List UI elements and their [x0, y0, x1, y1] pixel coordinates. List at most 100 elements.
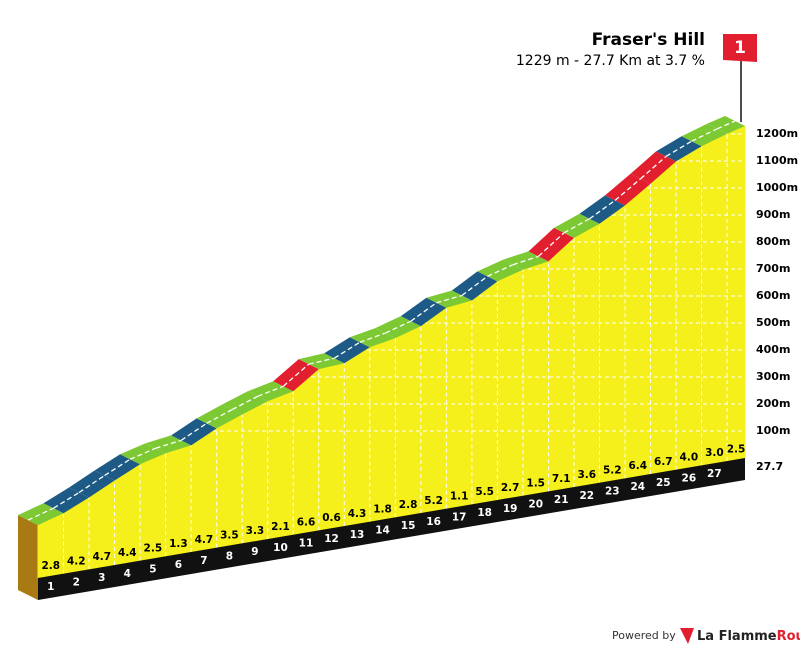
gradient-label: 0.6 [322, 512, 341, 524]
ribbon-dash [359, 332, 386, 343]
ribbon-dash [563, 218, 590, 234]
y-tick-label: 200m [756, 397, 790, 410]
ribbon-dash [512, 255, 539, 266]
gradient-ribbon [69, 470, 115, 498]
km-label: 13 [350, 529, 365, 541]
profile-face [18, 125, 746, 600]
ribbon-dash [129, 447, 156, 460]
profile-segment [675, 145, 703, 471]
ribbon-dash [27, 507, 54, 521]
chart-subtitle: 1229 m - 27.7 Km at 3.7 % [516, 53, 705, 69]
gradient-label: 4.4 [118, 547, 137, 559]
gradient-ribbon [426, 290, 472, 308]
km-label: 14 [375, 525, 390, 537]
km-label: 19 [503, 503, 518, 515]
distance-label: 27.7 [756, 460, 783, 473]
profile-segment [241, 400, 269, 544]
profile-segment [420, 306, 447, 514]
ribbon-dash [665, 140, 692, 157]
ribbon-dash [257, 385, 284, 397]
y-tick-label: 1200m [756, 127, 798, 140]
gradient-label: 1.1 [450, 491, 469, 503]
km-label: 17 [452, 512, 467, 524]
gradient-ribbon [171, 418, 217, 446]
ribbon-dash [640, 155, 667, 180]
chart-title: Fraser's Hill [592, 30, 705, 50]
profile-segment [343, 346, 371, 527]
gradient-label: 1.8 [373, 504, 392, 516]
profile-segment [445, 299, 473, 510]
ribbon-dash [231, 395, 259, 411]
km-label: 21 [554, 494, 569, 506]
ribbon-dash [155, 439, 182, 449]
gradient-label: 6.7 [654, 456, 673, 468]
km-label: 27 [707, 468, 722, 480]
gradient-label: 4.0 [680, 452, 699, 464]
ribbon-dash [333, 341, 361, 359]
gradient-ribbon [400, 297, 447, 327]
gradient-ribbon [451, 271, 498, 301]
y-tick-label: 1000m [756, 181, 798, 194]
gradient-label: 2.8 [399, 499, 418, 511]
km-label: 9 [251, 546, 258, 558]
profile-segment [496, 268, 524, 501]
ribbon-dash [206, 408, 233, 424]
km-label: 22 [579, 490, 594, 502]
km-label: 6 [175, 559, 182, 571]
powered-by: Powered by [612, 629, 676, 642]
gradient-label: 2.1 [271, 521, 290, 533]
ribbon-dash [385, 320, 412, 334]
ribbon-dash [78, 474, 105, 494]
gradient-label: 2.5 [727, 444, 746, 456]
gradient-label: 7.1 [552, 473, 571, 485]
flag [723, 34, 757, 62]
gradient-label: 4.3 [348, 508, 367, 520]
ribbon-dash [716, 120, 736, 130]
profile-segment [216, 413, 243, 549]
gradient-label: 4.7 [93, 551, 112, 563]
km-label: 26 [682, 473, 697, 485]
km-label: 24 [630, 481, 645, 493]
profile-segment [599, 204, 626, 484]
y-tick-label: 600m [756, 289, 790, 302]
y-tick-label: 900m [756, 208, 790, 221]
flag-label: 1 [734, 38, 746, 58]
profile-segment [726, 125, 746, 462]
km-label: 20 [528, 499, 543, 511]
gradient-label: 6.4 [628, 460, 647, 472]
km-label: 1 [47, 581, 54, 593]
km-label: 8 [226, 551, 233, 563]
gradient-label: 1.3 [169, 538, 188, 550]
gradient-ribbon [502, 251, 549, 270]
profile-segment [650, 160, 677, 475]
ribbon-dash [180, 422, 208, 441]
brand-name-accent: Rouge [777, 629, 800, 644]
gradient-label: 3.5 [220, 530, 239, 542]
brand-logo [680, 628, 694, 644]
profile-segment [624, 182, 652, 479]
side-face [18, 515, 38, 600]
gradient-label: 2.8 [41, 560, 60, 572]
brand-name: La Flamme [697, 629, 777, 644]
km-label: 2 [73, 577, 80, 589]
gradient-ribbon [349, 328, 396, 348]
gradient-label: 3.6 [577, 469, 596, 481]
gradient-label: 5.2 [603, 465, 622, 477]
km-label: 5 [149, 564, 156, 576]
ribbon-dash [436, 294, 463, 304]
y-tick-label: 400m [756, 343, 790, 356]
profile-segment [471, 280, 498, 505]
profile-segment [318, 362, 345, 531]
km-label: 10 [273, 542, 288, 554]
km-label: 7 [200, 555, 207, 567]
y-tick-label: 1100m [756, 154, 798, 167]
ribbon-dash [282, 363, 310, 387]
gradient-label: 5.2 [424, 495, 443, 507]
gradient-ribbon [579, 195, 626, 224]
ribbon-dash [53, 491, 80, 509]
brand: La FlammeRouge [697, 629, 800, 644]
gradient-label: 3.0 [705, 447, 724, 459]
profile-segment [292, 368, 320, 536]
ribbon-dash [104, 458, 131, 477]
ribbon-dash [538, 232, 565, 257]
